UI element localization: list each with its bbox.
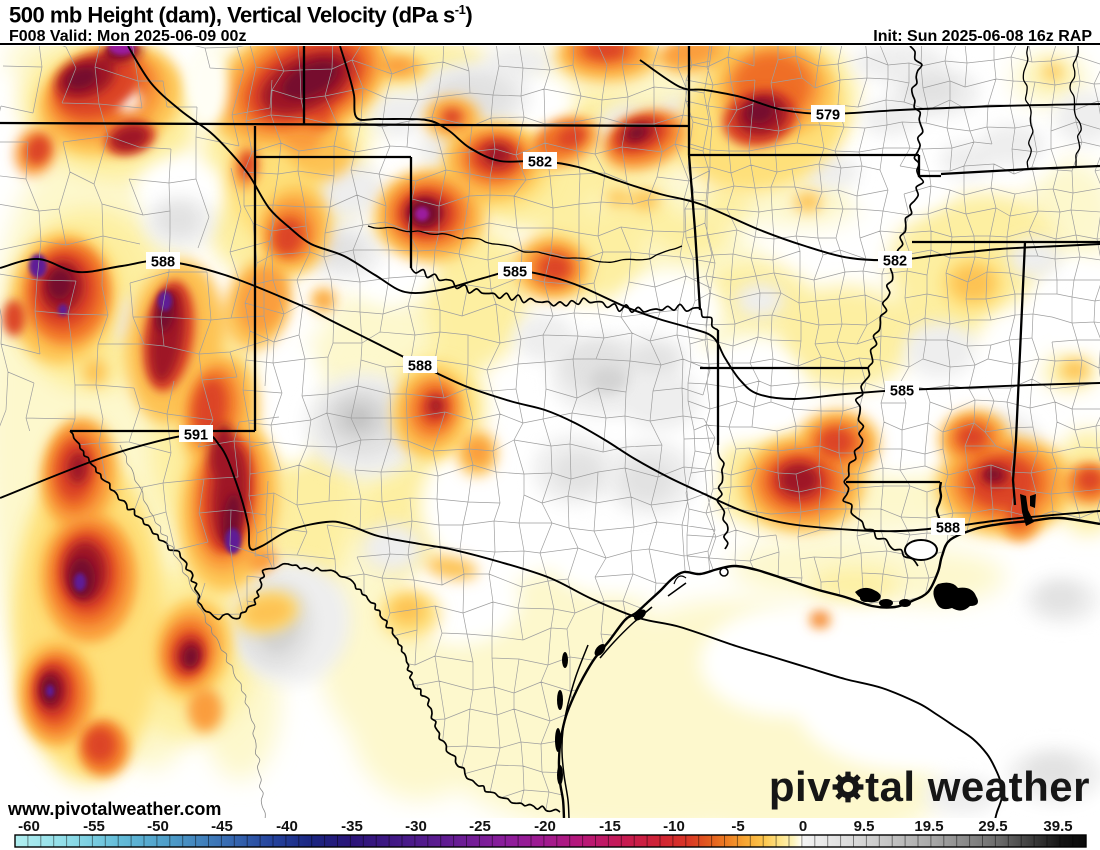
- svg-text:-60: -60: [18, 818, 40, 835]
- svg-text:-40: -40: [276, 818, 298, 835]
- svg-text:-45: -45: [211, 818, 233, 835]
- svg-text:39.5: 39.5: [1043, 818, 1072, 835]
- svg-text:-50: -50: [147, 818, 169, 835]
- svg-text:579: 579: [816, 108, 840, 124]
- svg-text:9.5: 9.5: [854, 818, 875, 835]
- svg-text:582: 582: [883, 254, 907, 270]
- svg-text:-5: -5: [731, 818, 744, 835]
- svg-text:588: 588: [936, 521, 960, 537]
- svg-text:19.5: 19.5: [914, 818, 943, 835]
- svg-text:-15: -15: [599, 818, 621, 835]
- svg-text:-25: -25: [469, 818, 491, 835]
- svg-text:588: 588: [408, 359, 432, 375]
- svg-text:-10: -10: [663, 818, 685, 835]
- svg-text:-30: -30: [405, 818, 427, 835]
- svg-text:591: 591: [184, 428, 208, 444]
- svg-text:-35: -35: [341, 818, 363, 835]
- svg-text:-20: -20: [534, 818, 556, 835]
- svg-text:582: 582: [528, 155, 552, 171]
- svg-text:588: 588: [151, 255, 175, 271]
- svg-text:0: 0: [799, 818, 807, 835]
- svg-text:585: 585: [503, 265, 527, 281]
- svg-text:29.5: 29.5: [978, 818, 1007, 835]
- svg-text:585: 585: [890, 384, 914, 400]
- svg-text:-55: -55: [83, 818, 105, 835]
